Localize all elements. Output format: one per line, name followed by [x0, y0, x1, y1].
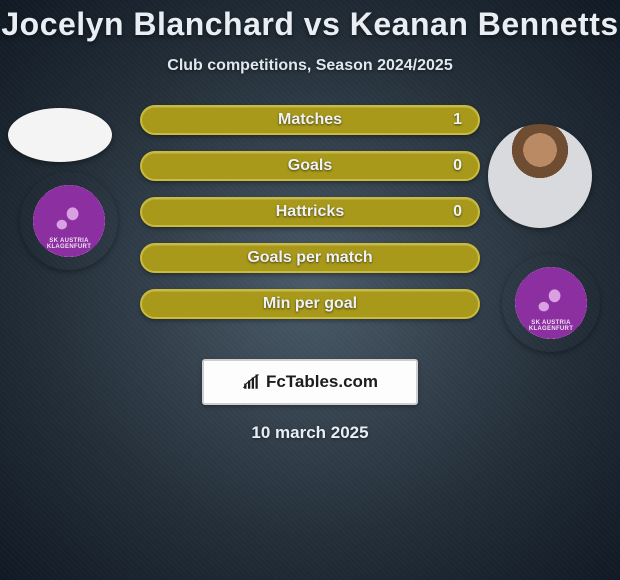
brand-text: FcTables.com — [266, 372, 378, 392]
stat-value-right: 0 — [453, 157, 462, 175]
subtitle: Club competitions, Season 2024/2025 — [0, 57, 620, 75]
stat-label: Goals — [288, 157, 332, 175]
page-title: Jocelyn Blanchard vs Keanan Bennetts — [0, 0, 620, 43]
stat-bars: Matches 1 Goals 0 Hattricks 0 Goals per … — [140, 105, 480, 335]
stat-row-hattricks: Hattricks 0 — [140, 197, 480, 227]
stat-row-matches: Matches 1 — [140, 105, 480, 135]
content-root: Jocelyn Blanchard vs Keanan Bennetts Clu… — [0, 0, 620, 580]
brand-watermark: FcTables.com — [202, 359, 418, 405]
stat-label: Hattricks — [276, 203, 344, 221]
stat-label: Goals per match — [247, 249, 372, 267]
stats-area: Matches 1 Goals 0 Hattricks 0 Goals per … — [0, 105, 620, 345]
stat-value-right: 1 — [453, 111, 462, 129]
bar-chart-icon — [242, 373, 260, 391]
date-line: 10 march 2025 — [0, 423, 620, 443]
stat-row-min-per-goal: Min per goal — [140, 289, 480, 319]
stat-label: Min per goal — [263, 295, 357, 313]
stat-label: Matches — [278, 111, 342, 129]
stat-row-goals-per-match: Goals per match — [140, 243, 480, 273]
stat-value-right: 0 — [453, 203, 462, 221]
stat-row-goals: Goals 0 — [140, 151, 480, 181]
